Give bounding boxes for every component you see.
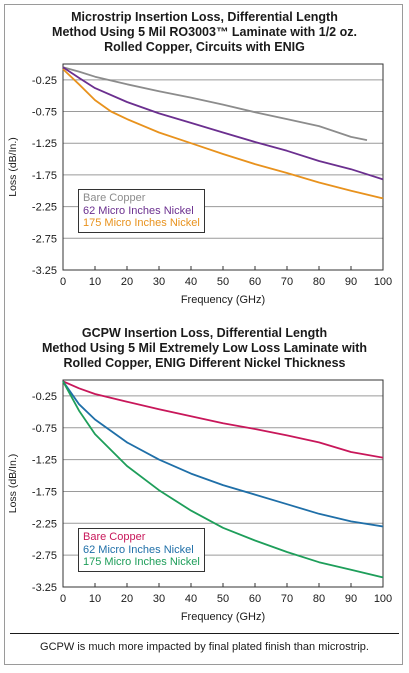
chart-2-x-tick-label: 0 (60, 593, 66, 605)
chart-1-x-tick-label: 50 (217, 276, 229, 288)
chart-1-x-axis-label: Frequency (GHz) (181, 294, 265, 306)
chart-2-x-tick-label: 30 (153, 593, 165, 605)
chart-2-x-tick-label: 100 (374, 593, 392, 605)
chart-1-x-tick-label: 10 (89, 276, 101, 288)
chart-1-x-tick-label: 80 (313, 276, 325, 288)
chart-1-title-line-3: Rolled Copper, Circuits with ENIG (104, 40, 305, 54)
chart-1-y-tick-label: -3.25 (32, 265, 57, 277)
caption-divider (10, 633, 399, 634)
chart-2-y-tick-label: -2.25 (32, 518, 57, 530)
chart-1-x-tick-label: 90 (345, 276, 357, 288)
chart-1-x-tick-label: 20 (121, 276, 133, 288)
chart-1-y-tick-label: -2.25 (32, 202, 57, 214)
chart-2-series-line-3 (62, 380, 384, 579)
chart-2-title-line-1: GCPW Insertion Loss, Differential Length (81, 326, 328, 340)
chart-1-legend: Bare Copper 62 Micro Inches Nickel 175 M… (78, 189, 205, 233)
chart-2-series-line-1 (62, 380, 384, 459)
chart-2-legend-entry-1: Bare Copper (83, 531, 146, 543)
chart-2-x-axis-label: Frequency (GHz) (181, 611, 265, 623)
chart-1-series-line-2 (62, 66, 384, 181)
chart-2-y-tick-label: -1.25 (32, 455, 57, 467)
chart-1-legend-entry-3: 175 Micro Inches Nickel (83, 217, 200, 229)
chart-1-x-tick-label: 30 (153, 276, 165, 288)
chart-1-title-line-2: Method Using 5 Mil RO3003™ Laminate with… (52, 25, 357, 39)
chart-1-title-line-1: Microstrip Insertion Loss, Differential … (71, 10, 338, 24)
chart-2-y-tick-label: -1.75 (32, 486, 57, 498)
chart-1-x-tick-label: 60 (249, 276, 261, 288)
chart-1-x-tick-label: 40 (185, 276, 197, 288)
chart-1-series-line-3 (62, 68, 384, 200)
chart-2-legend: Bare Copper 62 Micro Inches Nickel 175 M… (78, 528, 205, 572)
chart-2-legend-entry-2: 62 Micro Inches Nickel (83, 543, 194, 556)
chart-2-title-line-2: Method Using 5 Mil Extremely Low Loss La… (41, 341, 368, 355)
chart-2-y-axis-label: Loss (dB/In.) (7, 454, 19, 514)
chart-2-plot: -0.25 -0.75 -1.25 -1.75 -2.25 -2.75 -3.250 10 20… (7, 379, 392, 623)
chart-2-legend-entry-3: 175 Micro Inches Nickel (83, 556, 200, 568)
chart-2-x-tick-label: 20 (121, 593, 133, 605)
chart-2-x-tick-label: 10 (89, 593, 101, 605)
chart-1-plot: -0.25 -0.75 -1.25 -1.75 -2.25 -2.75 -3.250 10 20… (7, 63, 392, 306)
chart-2-y-tick-label: -0.75 (32, 423, 57, 435)
chart-2-series-line-2 (62, 380, 384, 528)
chart-1-y-tick-label: -0.25 (32, 75, 57, 87)
chart-2-x-tick-label: 90 (345, 593, 357, 605)
chart-1-legend-entry-1: Bare Copper (83, 192, 146, 204)
chart-2-y-tick-label: -3.25 (32, 582, 57, 594)
chart-1-series-line-1 (62, 66, 368, 141)
chart-2-x-tick-label: 70 (281, 593, 293, 605)
chart-1-y-tick-label: -2.75 (32, 233, 57, 245)
chart-1-y-tick-label: -0.75 (32, 107, 57, 119)
chart-2-y-tick-label: -2.75 (32, 550, 57, 562)
chart-2-x-tick-label: 80 (313, 593, 325, 605)
chart-2-x-tick-label: 60 (249, 593, 261, 605)
chart-2-y-tick-label: -0.25 (32, 391, 57, 403)
chart-1-legend-entry-2: 62 Micro Inches Nickel (83, 204, 194, 217)
figure-frame (4, 4, 403, 665)
chart-1-x-tick-label: 100 (374, 276, 392, 288)
chart-1-y-axis-label: Loss (dB/In.) (7, 137, 19, 197)
chart-1-title: Microstrip Insertion Loss, Differential … (10, 10, 399, 55)
chart-2-title-line-3: Rolled Copper, ENIG Different Nickel Thi… (63, 356, 346, 370)
chart-1-x-tick-label: 70 (281, 276, 293, 288)
figure-caption: GCPW is much more impacted by final plat… (40, 641, 369, 653)
chart-2-title: GCPW Insertion Loss, Differential Length… (10, 326, 399, 371)
chart-1-y-tick-label: -1.25 (32, 138, 57, 150)
chart-2-x-tick-label: 50 (217, 593, 229, 605)
chart-2-x-tick-label: 40 (185, 593, 197, 605)
chart-1-x-tick-label: 0 (60, 276, 66, 288)
chart-1-y-tick-label: -1.75 (32, 170, 57, 182)
